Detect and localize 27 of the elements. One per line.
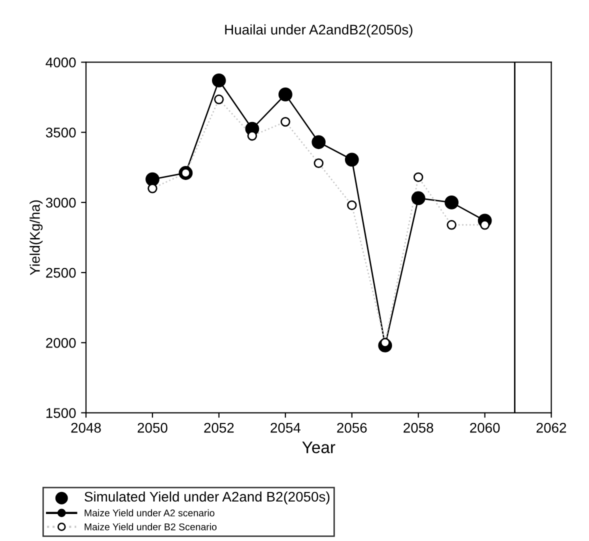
- x-tick-label: 2052: [204, 422, 234, 433]
- y-tick-label: 2500: [46, 268, 76, 278]
- x-tick-label: 2056: [337, 422, 367, 433]
- point: [344, 152, 359, 167]
- y-tick-label: 2000: [46, 338, 76, 348]
- point: [312, 135, 326, 150]
- point: [146, 172, 160, 186]
- x-tick-label: 2054: [270, 422, 300, 433]
- y-tick-label: 1500: [46, 408, 76, 418]
- y-tick-label: 3000: [46, 198, 76, 208]
- y-tick-label: 4000: [46, 58, 76, 68]
- legend-label: Maize Yield under A2 scenario: [84, 509, 214, 516]
- x-axis-title: Year: [302, 442, 336, 454]
- point: [278, 88, 292, 102]
- point: [411, 191, 426, 206]
- x-tick-label: 2062: [536, 422, 566, 433]
- x-tick-label: 2050: [138, 422, 168, 433]
- x-tick-label: 2048: [71, 422, 101, 433]
- point: [444, 195, 459, 210]
- chart-title: Huailai under A2andB2(2050s): [225, 24, 412, 38]
- legend-title: Simulated Yield under A2and B2(2050s): [84, 491, 330, 504]
- point: [212, 74, 226, 88]
- x-tick-label: 2058: [404, 422, 434, 433]
- y-axis-title: Yield(Kg/ha): [30, 200, 43, 276]
- legend-label: Maize Yield under B2 Scenario: [84, 523, 217, 530]
- x-tick-label: 2060: [470, 422, 500, 433]
- y-tick-label: 3500: [46, 128, 76, 138]
